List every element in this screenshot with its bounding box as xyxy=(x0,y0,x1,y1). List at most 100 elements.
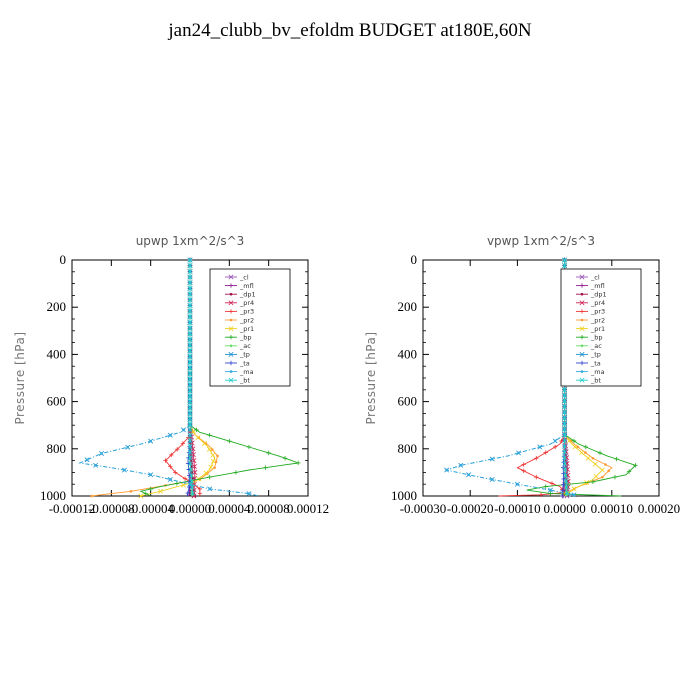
series-marker xyxy=(295,460,301,466)
y-tick-label: 600 xyxy=(47,394,67,409)
series-marker xyxy=(123,468,126,472)
series-marker xyxy=(534,456,539,461)
legend-entry: _ta xyxy=(225,359,250,367)
series-marker xyxy=(467,473,470,477)
series-marker xyxy=(187,297,193,303)
series-marker xyxy=(187,325,193,331)
series-marker xyxy=(203,470,209,476)
series-marker xyxy=(126,445,130,449)
series-marker xyxy=(562,421,568,427)
series-marker xyxy=(187,291,193,297)
series-marker xyxy=(228,377,234,383)
legend-entry: _bt xyxy=(576,377,601,385)
series-marker xyxy=(202,441,207,446)
series-marker xyxy=(229,318,233,322)
legend-entry: _cl xyxy=(225,273,249,281)
series-marker xyxy=(584,451,587,454)
series-marker xyxy=(576,445,580,449)
series-marker xyxy=(158,488,163,494)
series-marker xyxy=(517,451,520,455)
series-marker xyxy=(187,342,193,348)
series-marker xyxy=(187,308,193,314)
y-tick-label: 0 xyxy=(411,252,418,267)
series-marker xyxy=(562,449,568,455)
series-marker xyxy=(187,319,193,325)
series-marker xyxy=(562,455,568,461)
chart-panel-1: upwp 1xm^2/s^3 Pressure [hPa] 0 200 400 600 80… xyxy=(13,234,329,516)
x-tick-label: -0.00012 xyxy=(49,501,96,516)
series-pr3 xyxy=(163,257,203,496)
x-tick-label: -0.00004 xyxy=(127,501,174,516)
series-marker xyxy=(543,450,548,455)
series-marker xyxy=(187,415,193,421)
series-marker xyxy=(187,280,193,286)
series-marker xyxy=(187,410,193,416)
series-marker xyxy=(169,433,172,437)
series-marker xyxy=(246,444,252,450)
series-marker xyxy=(188,466,194,472)
series-marker xyxy=(189,484,195,490)
series-marker xyxy=(192,469,198,475)
legend-label: _pr2 xyxy=(239,316,254,324)
series-marker xyxy=(227,438,232,444)
series-marker xyxy=(90,494,93,498)
series-marker xyxy=(579,360,585,366)
series-marker xyxy=(562,461,568,467)
series-marker xyxy=(553,439,557,443)
series-marker xyxy=(187,443,193,449)
series-marker xyxy=(563,478,569,484)
legend-label: _pr3 xyxy=(590,308,605,316)
series-marker xyxy=(562,466,568,472)
x-tick-label: 0.00008 xyxy=(248,501,290,516)
series-marker xyxy=(187,387,193,393)
series-marker xyxy=(187,455,193,461)
series-marker xyxy=(208,464,214,470)
legend-entry: _pr4 xyxy=(225,299,254,307)
series-marker xyxy=(187,257,193,263)
series-marker xyxy=(579,335,585,340)
series-marker xyxy=(282,456,288,461)
series-marker xyxy=(175,447,180,452)
figure-title: jan24_clubb_bv_efoldm BUDGET at180E,60N xyxy=(168,20,532,41)
series-marker xyxy=(148,486,153,492)
series-marker xyxy=(228,360,234,366)
legend-label: _pr4 xyxy=(239,299,254,307)
series-marker xyxy=(445,468,448,472)
series-marker xyxy=(206,446,212,452)
panel-title: vpwp 1xm^2/s^3 xyxy=(487,234,595,248)
y-tick-label: 400 xyxy=(47,346,67,361)
series-marker xyxy=(207,474,212,480)
series-marker xyxy=(143,491,148,496)
legend-entry: _bt xyxy=(225,377,250,385)
series-marker xyxy=(129,489,133,493)
legend-label: _pr2 xyxy=(590,316,605,324)
legend-entry: _pr2 xyxy=(225,316,254,324)
series-marker xyxy=(214,460,218,464)
series-marker xyxy=(228,283,234,288)
series-marker xyxy=(583,444,589,450)
series-marker xyxy=(194,427,199,433)
series-marker xyxy=(626,469,632,474)
series-marker xyxy=(565,466,570,472)
legend-label: _bt xyxy=(590,377,601,385)
legend-entry: _ma xyxy=(225,368,254,376)
series-marker xyxy=(579,283,585,288)
series-marker xyxy=(601,475,604,479)
series-marker xyxy=(187,449,193,455)
series-marker xyxy=(565,472,571,478)
legend-label: _ta xyxy=(239,359,250,367)
series-marker xyxy=(590,479,596,485)
y-tick-label: 200 xyxy=(398,299,418,314)
series-marker xyxy=(187,263,193,269)
series-marker xyxy=(168,464,173,469)
x-tick-label: -0.00020 xyxy=(447,501,494,516)
series-bt xyxy=(187,257,196,497)
series-marker xyxy=(263,465,268,470)
x-tick-label: -0.00010 xyxy=(494,501,541,516)
series-marker xyxy=(579,450,585,456)
legend-label: _mfl xyxy=(239,282,254,290)
series-marker xyxy=(210,452,216,458)
series-marker xyxy=(174,481,180,486)
series-marker xyxy=(266,450,271,456)
legend-box xyxy=(209,268,291,387)
